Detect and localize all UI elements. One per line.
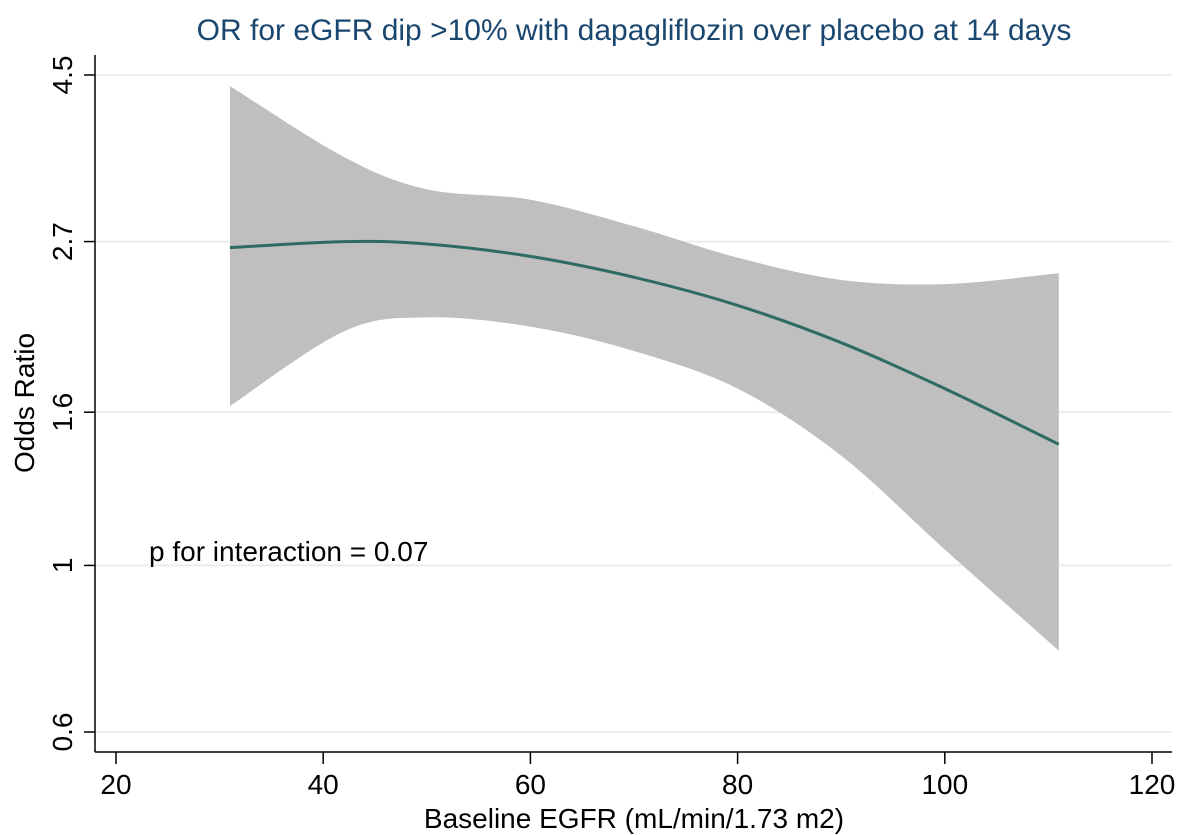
y-tick-label: 4.5	[47, 56, 78, 95]
odds-ratio-line	[229, 239, 1060, 446]
x-tick-layer: 20 40 60 80 100 120	[100, 752, 1175, 800]
line-layer	[229, 239, 1060, 446]
x-tick-label: 40	[308, 769, 339, 800]
x-tick-label: 100	[921, 769, 968, 800]
annotation-text: p for interaction = 0.07	[149, 536, 428, 567]
y-tick-label: 0.6	[47, 713, 78, 752]
y-tick-label: 1.6	[47, 393, 78, 432]
chart-title: OR for eGFR dip >10% with dapagliflozin …	[197, 14, 1072, 47]
y-tick-label: 1	[47, 558, 78, 574]
x-tick-label: 60	[515, 769, 546, 800]
x-tick-label: 120	[1129, 769, 1176, 800]
x-axis-label: Baseline EGFR (mL/min/1.73 m2)	[424, 803, 844, 834]
x-tick-label: 20	[100, 769, 131, 800]
y-axis-label: Odds Ratio	[9, 333, 40, 473]
x-tick-label: 80	[722, 769, 753, 800]
y-tick-layer: 0.6 1 1.6 2.7 4.5	[47, 56, 95, 752]
confidence-band	[229, 86, 1059, 651]
band-layer	[229, 86, 1059, 651]
y-tick-label: 2.7	[47, 222, 78, 261]
